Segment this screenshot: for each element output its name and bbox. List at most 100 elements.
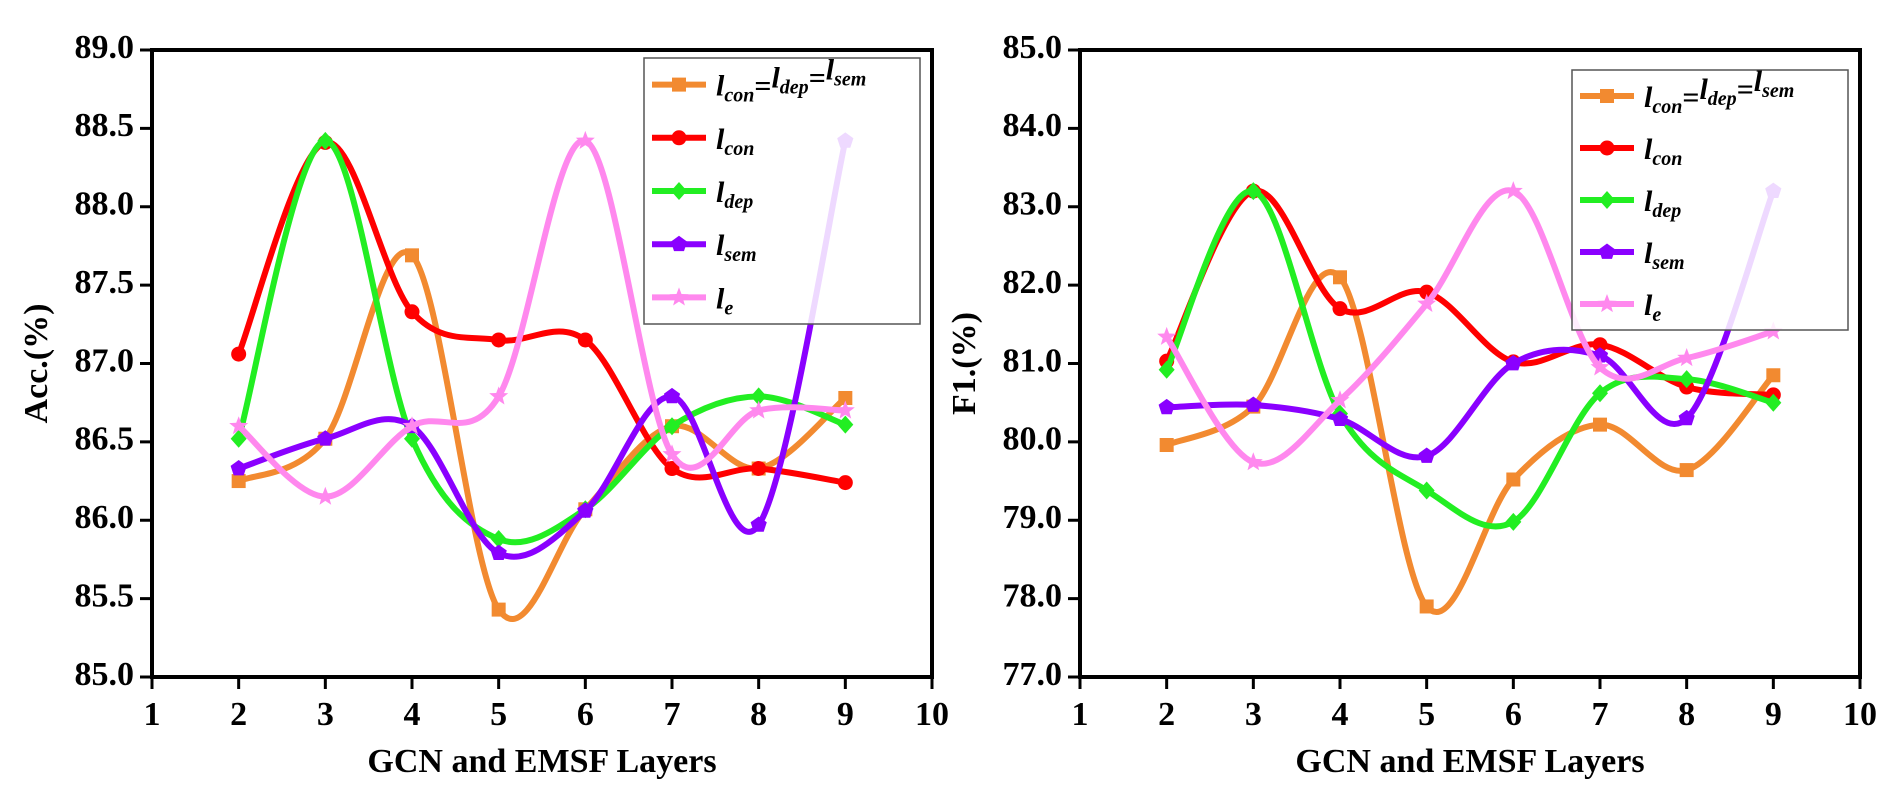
legend-label-3: ldep bbox=[716, 176, 753, 213]
data-point bbox=[1330, 390, 1350, 409]
data-point bbox=[1506, 472, 1521, 487]
data-point bbox=[489, 386, 509, 405]
legend-swatch-marker bbox=[1600, 89, 1614, 103]
y-tick-label: 78.0 bbox=[1003, 577, 1063, 614]
legend: lcon=ldep=lsem lcon ldep lsem le bbox=[643, 53, 921, 325]
data-point bbox=[751, 461, 767, 477]
x-tick-label: 6 bbox=[577, 696, 594, 733]
data-point bbox=[663, 387, 681, 404]
data-point bbox=[577, 332, 593, 348]
x-tick-label: 8 bbox=[750, 696, 767, 733]
y-tick-label: 83.0 bbox=[1003, 186, 1063, 223]
y-tick-label: 86.0 bbox=[75, 499, 135, 536]
data-point bbox=[231, 474, 246, 489]
data-point bbox=[1157, 326, 1177, 345]
data-point bbox=[1505, 512, 1522, 531]
legend-swatch-marker bbox=[1599, 191, 1615, 209]
y-tick-label: 87.5 bbox=[75, 264, 135, 301]
y-tick-label: 80.0 bbox=[1003, 421, 1063, 458]
data-point bbox=[575, 130, 595, 149]
series-line bbox=[235, 137, 849, 546]
data-point bbox=[317, 430, 334, 446]
data-point bbox=[231, 346, 247, 362]
x-tick-label: 4 bbox=[1332, 696, 1349, 733]
legend-label-5: le bbox=[716, 282, 733, 319]
data-point bbox=[838, 390, 853, 405]
x-tick-label: 10 bbox=[915, 696, 949, 733]
series-1 bbox=[1159, 269, 1781, 615]
data-point bbox=[404, 304, 420, 320]
x-tick-label: 7 bbox=[1592, 696, 1609, 733]
data-point bbox=[1505, 355, 1522, 371]
series-line bbox=[1163, 188, 1777, 461]
data-point bbox=[1419, 599, 1434, 614]
x-tick-label: 3 bbox=[317, 696, 334, 733]
data-point bbox=[491, 602, 506, 617]
data-point bbox=[1592, 337, 1608, 353]
x-tick-label: 1 bbox=[144, 696, 161, 733]
x-tick-label: 7 bbox=[664, 696, 681, 733]
y-tick-label: 81.0 bbox=[1003, 342, 1063, 379]
data-point bbox=[662, 444, 682, 463]
legend-swatch-marker bbox=[1597, 294, 1617, 313]
data-point bbox=[1766, 368, 1781, 383]
y-tick-label: 87.0 bbox=[75, 342, 135, 379]
legend-swatch-marker bbox=[670, 235, 688, 252]
x-tick-label: 8 bbox=[1678, 696, 1695, 733]
data-point bbox=[664, 417, 680, 436]
data-point bbox=[1503, 181, 1523, 200]
data-point bbox=[317, 131, 334, 150]
data-point bbox=[835, 400, 855, 419]
data-point bbox=[750, 387, 767, 406]
x-tick-label: 2 bbox=[230, 696, 247, 733]
data-point bbox=[1677, 348, 1697, 367]
data-point bbox=[490, 544, 507, 560]
data-point bbox=[1159, 438, 1174, 453]
x-tick-label: 3 bbox=[1245, 696, 1262, 733]
y-tick-label: 84.0 bbox=[1003, 107, 1063, 144]
x-tick-label: 9 bbox=[837, 696, 854, 733]
x-tick-label: 6 bbox=[1505, 696, 1522, 733]
data-point bbox=[230, 429, 247, 448]
y-tick-label: 85.0 bbox=[75, 656, 135, 693]
legend-label-2: lcon bbox=[1644, 133, 1682, 170]
series-5 bbox=[229, 130, 855, 505]
data-point bbox=[1417, 293, 1437, 312]
data-point bbox=[1158, 360, 1175, 379]
x-tick-label: 2 bbox=[1158, 696, 1175, 733]
x-axis-title: GCN and EMSF Layers bbox=[367, 743, 716, 780]
y-tick-label: 82.0 bbox=[1003, 264, 1063, 301]
legend-swatch-marker bbox=[671, 130, 687, 146]
data-point bbox=[1592, 384, 1608, 403]
data-point bbox=[1678, 409, 1695, 426]
data-point bbox=[750, 516, 767, 532]
x-tick-label: 9 bbox=[1765, 696, 1782, 733]
data-point bbox=[1765, 393, 1782, 412]
legend-label-1: lcon=ldep=lsem bbox=[716, 53, 866, 106]
data-point bbox=[402, 416, 422, 435]
y-tick-label: 77.0 bbox=[1003, 656, 1063, 693]
y-tick-label: 85.0 bbox=[1003, 29, 1063, 66]
data-point bbox=[1678, 370, 1695, 389]
y-axis-title: Acc.(%) bbox=[18, 304, 55, 424]
data-point bbox=[1418, 447, 1435, 463]
y-tick-label: 88.0 bbox=[75, 186, 135, 223]
data-point bbox=[664, 461, 680, 477]
data-point bbox=[490, 530, 507, 549]
data-point bbox=[749, 400, 769, 419]
x-tick-label: 10 bbox=[1843, 696, 1877, 733]
x-tick-label: 1 bbox=[1072, 696, 1089, 733]
series-3 bbox=[230, 131, 854, 549]
data-point bbox=[1679, 463, 1694, 478]
y-tick-label: 85.5 bbox=[75, 577, 135, 614]
legend-swatch-marker bbox=[1598, 243, 1616, 259]
data-point bbox=[1332, 301, 1348, 317]
data-point bbox=[229, 416, 249, 435]
legend: lcon=ldep=lsem lcon ldep lsem le bbox=[1571, 65, 1849, 331]
data-point bbox=[404, 429, 420, 448]
chart-panel-2: 1 2 3 4 5 6 7 8 9 10 77.0 78.0 79.0 80.0 81.0 82.0 83.0 8… bbox=[946, 29, 1877, 780]
chart-panel-1: 1 2 3 4 5 6 7 8 9 10 85.0 85.5 86.0 86.5 87.0 87.5 88.0 8… bbox=[18, 29, 949, 780]
legend-label-4: lsem bbox=[716, 229, 757, 266]
data-point bbox=[405, 248, 419, 263]
